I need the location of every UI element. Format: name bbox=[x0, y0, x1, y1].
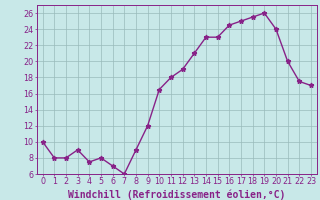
X-axis label: Windchill (Refroidissement éolien,°C): Windchill (Refroidissement éolien,°C) bbox=[68, 189, 285, 200]
